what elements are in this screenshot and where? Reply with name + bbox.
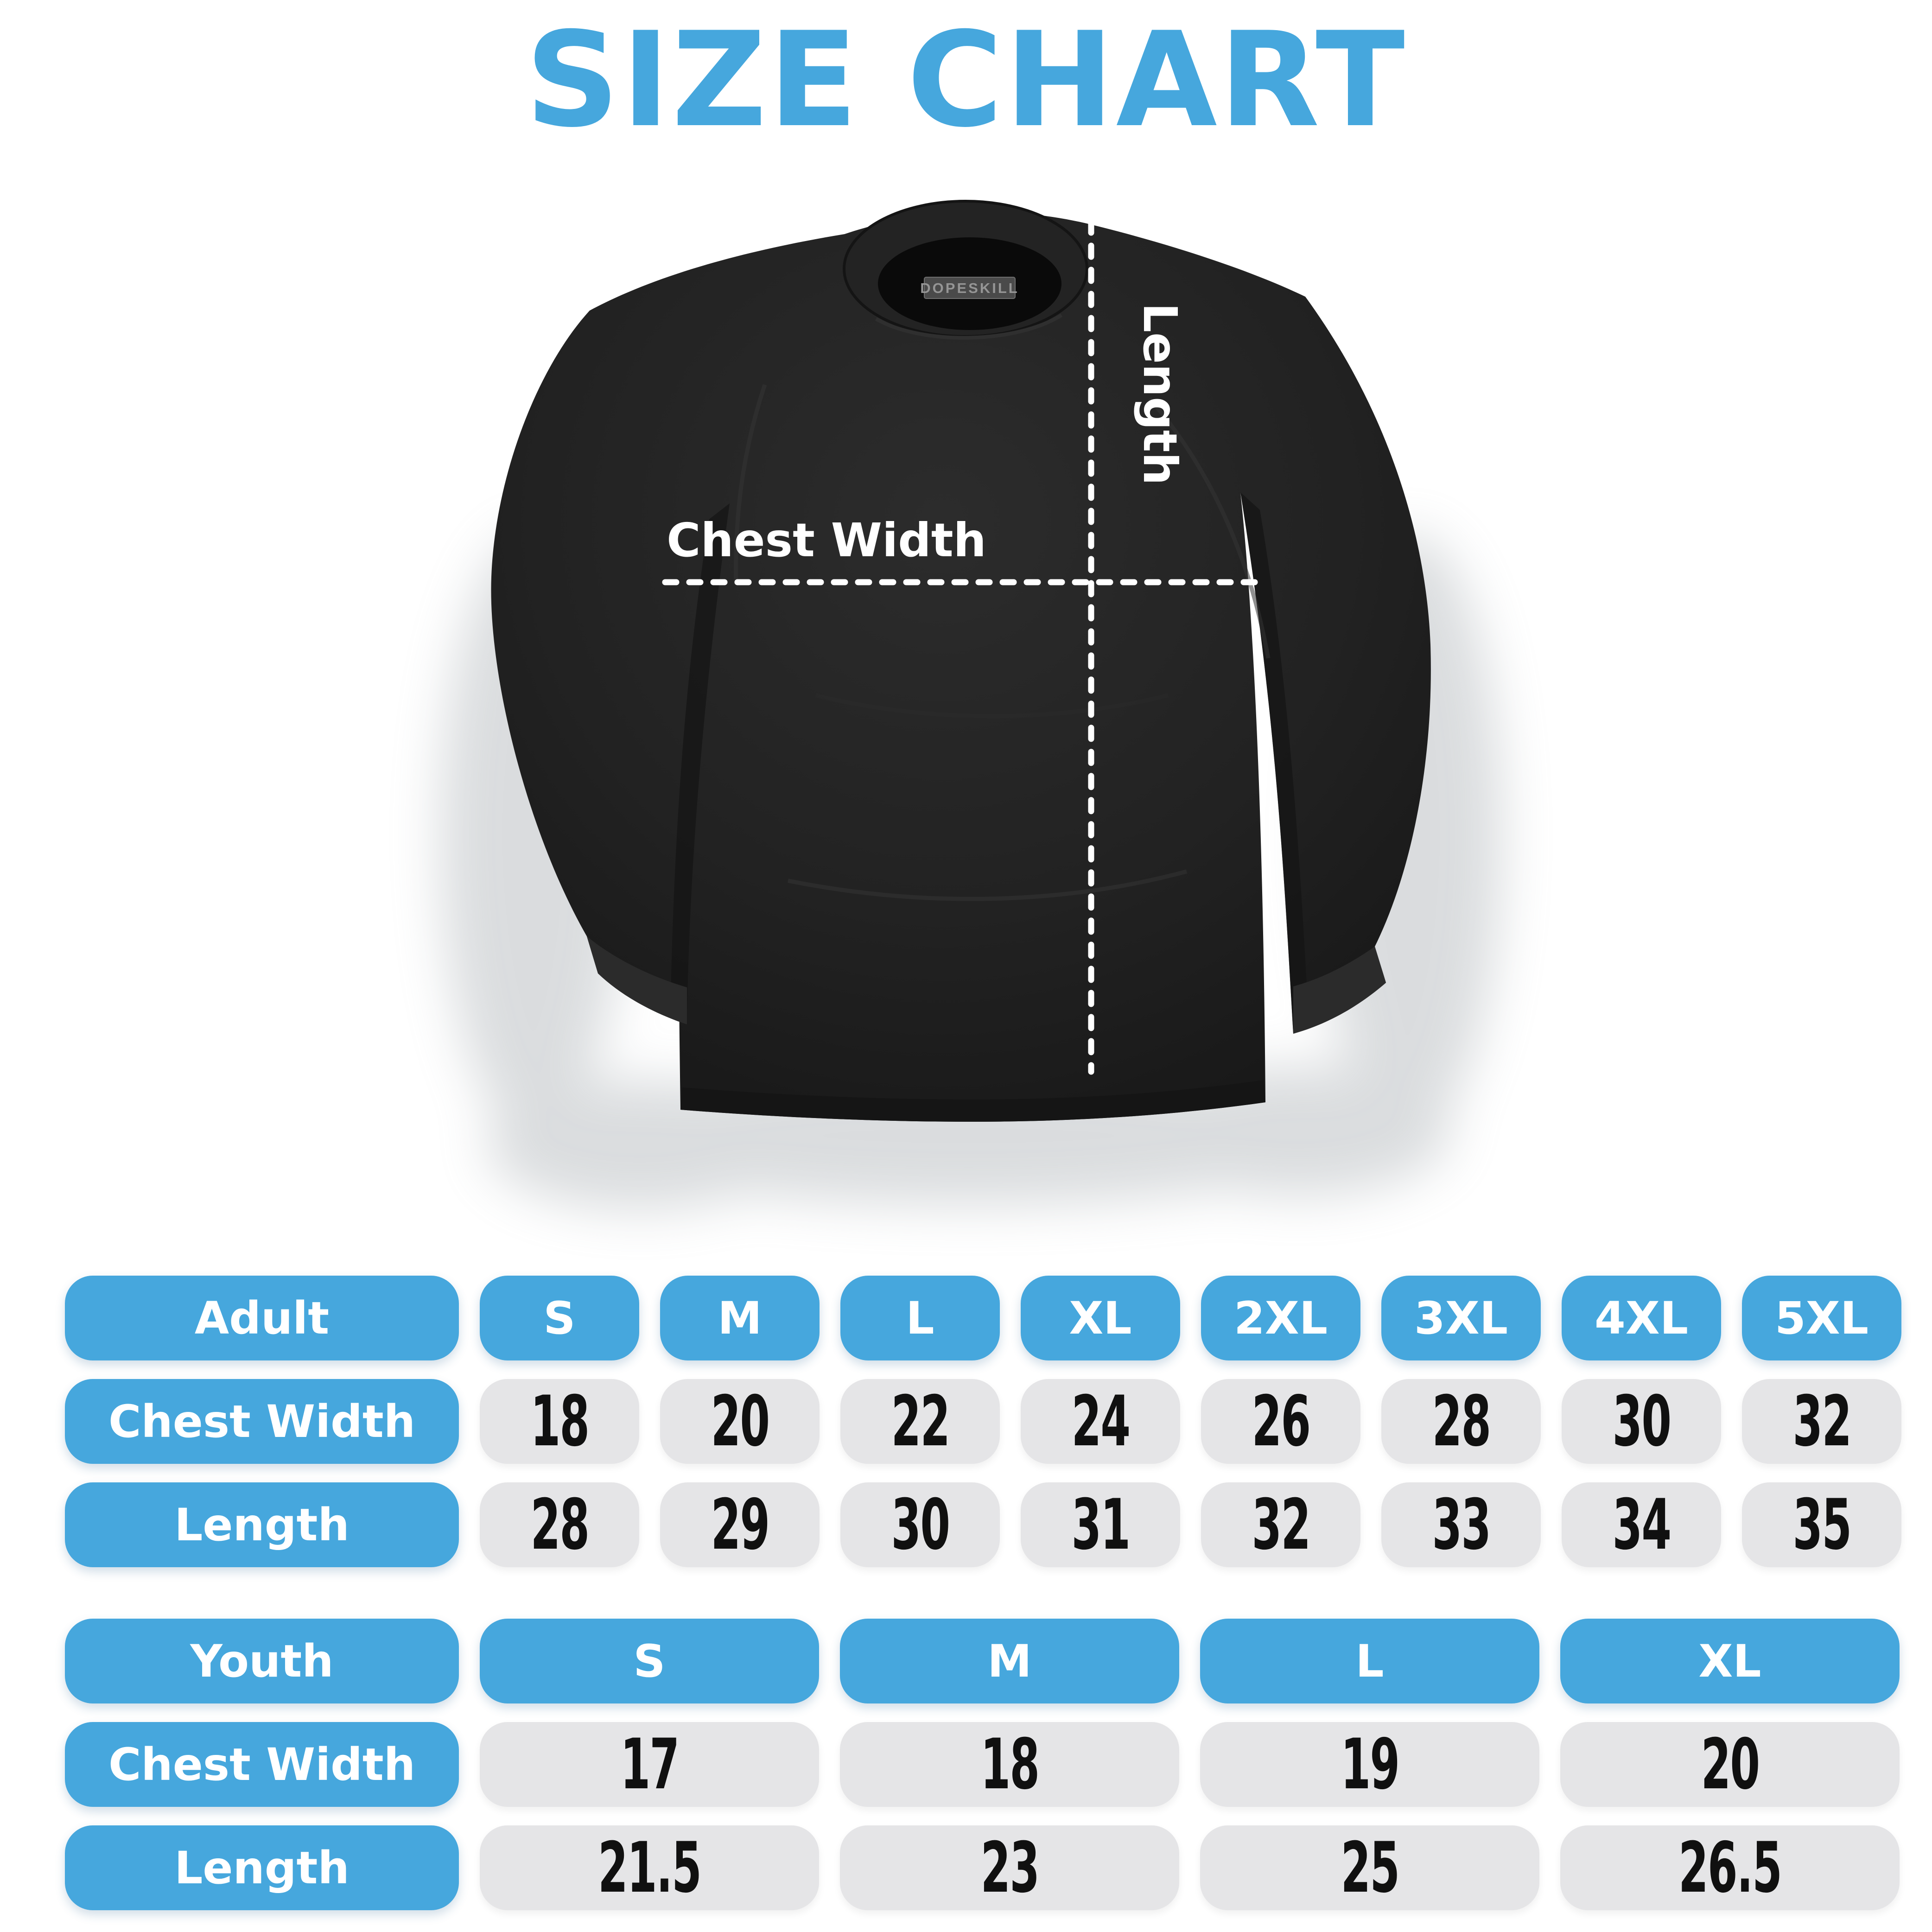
collar: DOPESKILL — [843, 200, 1088, 340]
right-cuff — [1293, 947, 1386, 1034]
page-title: SIZE CHART — [525, 4, 1407, 156]
value-pill: 18 — [840, 1722, 1179, 1807]
value-pill: 17 — [480, 1722, 819, 1807]
adult-length-l: 30 — [891, 1484, 950, 1565]
shirt-body — [491, 212, 1431, 1122]
youth-chest-width-row-label: Chest Width — [65, 1722, 459, 1807]
value-pill: 23 — [840, 1825, 1179, 1910]
value-pill: 32 — [1742, 1379, 1901, 1464]
value-pill: 20 — [1560, 1722, 1900, 1807]
youth-size-l-pill: L — [1200, 1619, 1539, 1703]
adult-length-4xl: 34 — [1612, 1484, 1671, 1565]
adult-size-m-pill: M — [660, 1276, 820, 1360]
brand-tag: DOPESKILL — [920, 277, 1019, 299]
youth-chest-s: 17 — [620, 1724, 680, 1805]
value-pill: 26 — [1201, 1379, 1360, 1464]
value-pill: 24 — [1021, 1379, 1180, 1464]
adult-length-3xl: 33 — [1432, 1484, 1491, 1565]
adult-size-l-pill: L — [840, 1276, 1000, 1360]
adult-chest-3xl: 28 — [1432, 1381, 1491, 1462]
value-pill: 25 — [1200, 1825, 1539, 1910]
chest-width-label: Chest Width — [667, 513, 986, 567]
adult-length-2xl: 32 — [1252, 1484, 1311, 1565]
adult-chest-5xl: 32 — [1792, 1381, 1852, 1462]
value-pill: 20 — [660, 1379, 820, 1464]
youth-length-s: 21.5 — [597, 1827, 702, 1908]
value-pill: 31 — [1021, 1482, 1180, 1567]
adult-size-2xl-pill: 2XL — [1201, 1276, 1360, 1360]
adult-length-m: 29 — [711, 1484, 770, 1565]
value-pill: 35 — [1742, 1482, 1901, 1567]
youth-chest-xl: 20 — [1701, 1724, 1760, 1805]
value-pill: 22 — [840, 1379, 1000, 1464]
adult-chest-xl: 24 — [1071, 1381, 1131, 1462]
adult-chest-4xl: 30 — [1612, 1381, 1671, 1462]
adult-length-s: 28 — [530, 1484, 590, 1565]
value-pill: 28 — [480, 1482, 639, 1567]
adult-chest-width-row-label: Chest Width — [65, 1379, 459, 1464]
youth-chest-m: 18 — [980, 1724, 1040, 1805]
left-cuff — [587, 936, 687, 1024]
value-pill: 33 — [1381, 1482, 1541, 1567]
adult-size-xl-pill: XL — [1021, 1276, 1180, 1360]
value-pill: 19 — [1200, 1722, 1539, 1807]
adult-group-pill: Adult — [65, 1276, 459, 1360]
adult-length-row-label: Length — [65, 1482, 459, 1567]
youth-size-s-pill: S — [480, 1619, 819, 1703]
adult-length-xl: 31 — [1071, 1484, 1131, 1565]
adult-length-5xl: 35 — [1792, 1484, 1852, 1565]
adult-size-3xl-pill: 3XL — [1381, 1276, 1541, 1360]
value-pill: 30 — [840, 1482, 1000, 1567]
youth-length-row-label: Length — [65, 1825, 459, 1910]
value-pill: 28 — [1381, 1379, 1541, 1464]
adult-chest-m: 20 — [711, 1381, 770, 1462]
value-pill: 30 — [1562, 1379, 1721, 1464]
value-pill: 29 — [660, 1482, 820, 1567]
youth-length-xl: 26.5 — [1678, 1827, 1782, 1908]
adult-chest-s: 18 — [530, 1381, 590, 1462]
adult-size-5xl-pill: 5XL — [1742, 1276, 1901, 1360]
youth-chest-l: 19 — [1341, 1724, 1400, 1805]
adult-chest-2xl: 26 — [1252, 1381, 1311, 1462]
adult-chest-l: 22 — [891, 1381, 950, 1462]
value-pill: 21.5 — [480, 1825, 819, 1910]
youth-length-l: 25 — [1341, 1827, 1400, 1908]
value-pill: 18 — [480, 1379, 639, 1464]
adult-size-4xl-pill: 4XL — [1562, 1276, 1721, 1360]
brand-tag-text: DOPESKILL — [920, 280, 1019, 296]
youth-length-m: 23 — [980, 1827, 1040, 1908]
adult-size-s-pill: S — [480, 1276, 639, 1360]
length-label: Length — [1133, 303, 1187, 485]
value-pill: 32 — [1201, 1482, 1360, 1567]
youth-size-xl-pill: XL — [1560, 1619, 1900, 1703]
youth-size-m-pill: M — [840, 1619, 1179, 1703]
value-pill: 34 — [1562, 1482, 1721, 1567]
youth-size-table: Youth S M L XL Chest Width 17 18 19 20 L… — [65, 1619, 1900, 1910]
value-pill: 26.5 — [1560, 1825, 1900, 1910]
youth-group-pill: Youth — [65, 1619, 459, 1703]
adult-size-table: Adult S M L XL 2XL 3XL 4XL 5XL Chest Wid… — [65, 1276, 1901, 1567]
